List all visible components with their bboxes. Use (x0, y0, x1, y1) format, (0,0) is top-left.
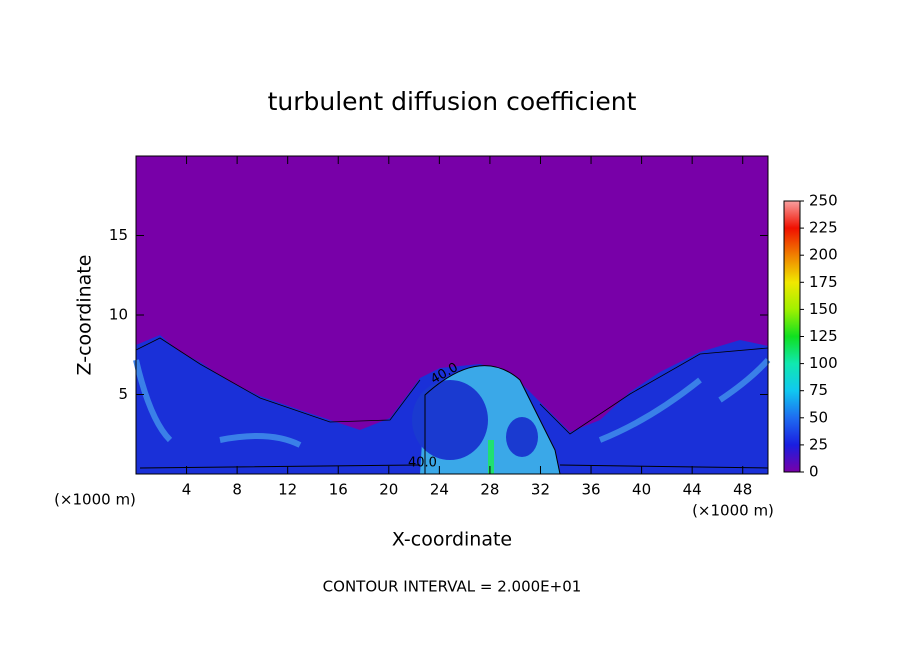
colorbar-tick-label: 25 (809, 435, 828, 453)
y-tick-label: 15 (109, 226, 128, 244)
colorbar-tick-label: 50 (809, 408, 828, 426)
x-tick-label: 28 (480, 481, 499, 499)
colorbar (783, 200, 801, 473)
colorbar-tick-label: 0 (809, 463, 819, 481)
x-tick-label: 12 (278, 481, 297, 499)
colorbar-tick-label: 200 (809, 246, 838, 264)
colorbar-tick-label: 150 (809, 300, 838, 318)
x-tick-label: 48 (733, 481, 752, 499)
x-unit-label: (×1000 m) (692, 502, 774, 520)
x-tick-label: 8 (232, 481, 242, 499)
y-tick-label: 10 (109, 306, 128, 324)
contour-label: 40.0 (408, 456, 437, 471)
x-tick-label: 36 (581, 481, 600, 499)
colorbar-tick-label: 175 (809, 273, 838, 291)
colorbar-tick-label: 125 (809, 327, 838, 345)
y-tick-label: 5 (118, 385, 128, 403)
x-tick-label: 32 (531, 481, 550, 499)
y-axis-label: Z-coordinate (74, 255, 96, 376)
field: 40.0 40.0 (133, 156, 771, 475)
chart-title: turbulent diffusion coefficient (268, 87, 637, 116)
footer-note: CONTOUR INTERVAL = 2.000E+01 (323, 578, 582, 596)
colorbar-tick-label: 225 (809, 219, 838, 237)
x-unit-label: (×1000 m) (54, 491, 136, 509)
x-axis-label: X-coordinate (392, 529, 512, 551)
colorbar-tick-label: 250 (809, 192, 838, 210)
x-tick-label: 24 (430, 481, 449, 499)
colorbar-tick-label: 100 (809, 354, 838, 372)
x-tick-label: 16 (329, 481, 348, 499)
x-tick-label: 40 (632, 481, 651, 499)
x-tick-label: 4 (182, 481, 192, 499)
x-tick-label: 20 (379, 481, 398, 499)
x-tick-label: 44 (683, 481, 702, 499)
colorbar-tick-label: 75 (809, 381, 828, 399)
